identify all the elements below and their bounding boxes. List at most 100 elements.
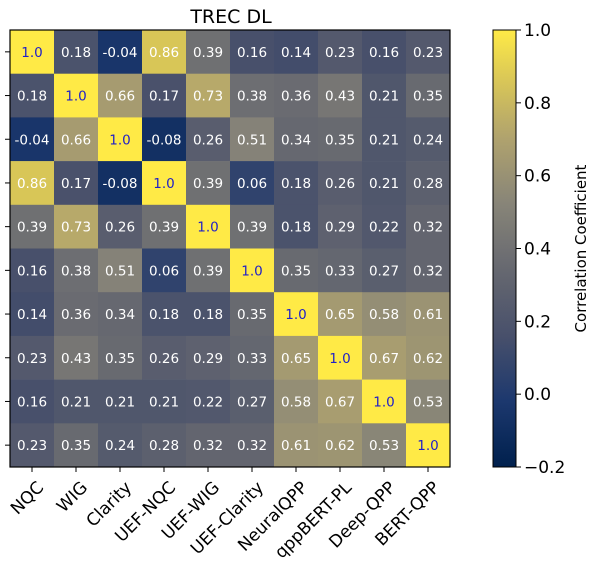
cell-value-label: 0.66 bbox=[61, 132, 91, 148]
heatmap-cell bbox=[98, 335, 143, 380]
cell-value-label: 0.65 bbox=[281, 351, 311, 367]
heatmap-cell bbox=[54, 248, 99, 293]
heatmap-cell bbox=[318, 379, 363, 424]
cell-value-label: 0.27 bbox=[237, 394, 267, 410]
cell-value-label: 0.67 bbox=[325, 394, 355, 410]
heatmap-cell bbox=[186, 117, 231, 162]
heatmap-cell bbox=[230, 423, 275, 468]
heatmap-cell bbox=[54, 335, 99, 380]
cell-value-label: 0.39 bbox=[17, 220, 47, 236]
heatmap-cell bbox=[230, 117, 275, 162]
heatmap-cell bbox=[406, 292, 451, 337]
heatmap-cell bbox=[274, 73, 319, 118]
heatmap-cell bbox=[10, 73, 55, 118]
cell-value-label: 0.86 bbox=[149, 45, 179, 61]
cell-value-label: 0.21 bbox=[105, 394, 135, 410]
heatmap-cell bbox=[54, 161, 99, 206]
heatmap-cell bbox=[274, 292, 319, 337]
cell-value-label: 0.36 bbox=[61, 307, 91, 323]
heatmap-cell bbox=[98, 30, 143, 74]
heatmap-cell bbox=[362, 379, 407, 424]
cell-value-label: 0.39 bbox=[149, 220, 179, 236]
heatmap-cell bbox=[318, 161, 363, 206]
heatmap-cell bbox=[142, 30, 187, 74]
cell-value-label: 0.35 bbox=[105, 351, 135, 367]
cell-value-label: 0.27 bbox=[369, 263, 399, 279]
cell-value-label: 0.32 bbox=[237, 438, 267, 454]
cell-value-label: 0.24 bbox=[105, 438, 135, 454]
heatmap-cell bbox=[274, 30, 319, 74]
cell-value-label: 0.28 bbox=[149, 438, 179, 454]
colorbar-tick-label: −0.2 bbox=[524, 458, 565, 478]
heatmap-cell bbox=[274, 379, 319, 424]
heatmap-cell bbox=[186, 30, 231, 74]
heatmap-cell bbox=[10, 117, 55, 162]
cell-value-label: 0.26 bbox=[325, 176, 355, 192]
heatmap-cell bbox=[186, 335, 231, 380]
cell-value-label: 0.21 bbox=[369, 132, 399, 148]
heatmap-cell bbox=[54, 204, 99, 249]
heatmap-cell bbox=[142, 117, 187, 162]
chart-title: TREC DL bbox=[189, 6, 272, 28]
cell-value-label: 0.29 bbox=[325, 220, 355, 236]
heatmap-cell bbox=[274, 335, 319, 380]
cell-value-label: 0.24 bbox=[413, 132, 443, 148]
heatmap-cell bbox=[98, 204, 143, 249]
cell-value-label: 1.0 bbox=[21, 45, 42, 61]
cell-value-label: 0.35 bbox=[281, 263, 311, 279]
heatmap-cell bbox=[186, 248, 231, 293]
cell-value-label: 0.14 bbox=[17, 307, 47, 323]
colorbar-gradient bbox=[492, 29, 517, 468]
heatmap-cell bbox=[406, 423, 451, 468]
cell-value-label: 0.32 bbox=[193, 438, 223, 454]
heatmap-cell bbox=[362, 423, 407, 468]
cell-value-label: 0.18 bbox=[281, 176, 311, 192]
cell-value-label: 0.43 bbox=[61, 351, 91, 367]
heatmap-cell bbox=[142, 248, 187, 293]
cell-value-label: 0.61 bbox=[413, 307, 443, 323]
cell-value-label: 0.21 bbox=[369, 89, 399, 105]
cell-value-label: 0.66 bbox=[105, 89, 135, 105]
cell-value-label: 0.23 bbox=[325, 45, 355, 61]
heatmap-cell bbox=[10, 423, 55, 468]
heatmap-cell bbox=[318, 248, 363, 293]
cell-value-label: -0.04 bbox=[103, 45, 138, 61]
heatmap-cell bbox=[318, 204, 363, 249]
heatmap-cell bbox=[10, 248, 55, 293]
cell-value-label: 0.58 bbox=[369, 307, 399, 323]
heatmap-cell bbox=[54, 292, 99, 337]
cell-value-label: 0.58 bbox=[281, 394, 311, 410]
cell-value-label: -0.08 bbox=[147, 132, 182, 148]
heatmap-cell bbox=[406, 161, 451, 206]
heatmap-cell bbox=[98, 379, 143, 424]
cell-value-label: 0.62 bbox=[413, 351, 443, 367]
cell-value-label: 0.39 bbox=[237, 220, 267, 236]
cell-value-label: 0.18 bbox=[281, 220, 311, 236]
heatmap-cell bbox=[362, 73, 407, 118]
heatmap-cell bbox=[274, 248, 319, 293]
heatmap-cells: 1.0 0.18 -0.04 0.86 0.39 0.16 0.14 0.23 0.16 0.23… bbox=[10, 30, 451, 468]
cell-value-label: 0.06 bbox=[149, 263, 179, 279]
heatmap-cell bbox=[230, 73, 275, 118]
heatmap-cell bbox=[406, 73, 451, 118]
heatmap-cell bbox=[142, 423, 187, 468]
heatmap-cell bbox=[186, 73, 231, 118]
plot-frame bbox=[9, 29, 451, 468]
heatmap-cell bbox=[318, 30, 363, 74]
cell-value-label: 0.18 bbox=[149, 307, 179, 323]
y-axis-ticks bbox=[5, 51, 10, 446]
heatmap-cell bbox=[274, 423, 319, 468]
cell-value-label: 0.16 bbox=[369, 45, 399, 61]
cell-value-label: 0.86 bbox=[17, 176, 47, 192]
cell-value-label: 0.73 bbox=[193, 89, 223, 105]
x-tick-label: WIG bbox=[53, 478, 92, 517]
cell-value-label: 1.0 bbox=[109, 132, 130, 148]
cell-value-label: 1.0 bbox=[329, 351, 350, 367]
cell-value-label: 0.35 bbox=[237, 307, 267, 323]
cell-value-label: 0.32 bbox=[413, 263, 443, 279]
cell-value-label: 0.17 bbox=[149, 89, 179, 105]
cell-value-label: 0.18 bbox=[61, 45, 91, 61]
cell-value-label: 0.32 bbox=[413, 220, 443, 236]
cell-value-label: 1.0 bbox=[153, 176, 174, 192]
heatmap-cell bbox=[230, 161, 275, 206]
